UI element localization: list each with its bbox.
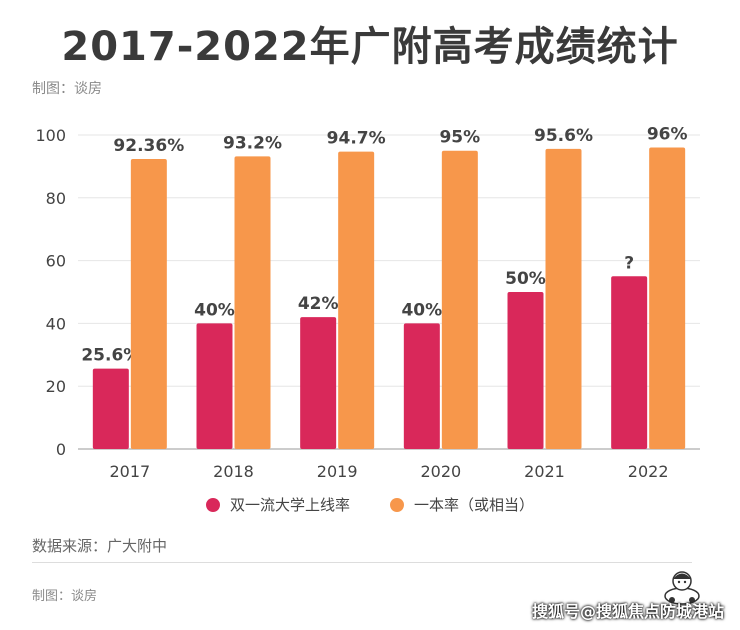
data-label: 96% — [647, 125, 688, 145]
legend-item-series-1: 双一流大学上线率 — [205, 494, 350, 515]
cartoon-person-icon — [664, 571, 700, 605]
legend-item-series-2: 一本率（或相当） — [390, 494, 534, 515]
data-label: 94.7% — [327, 129, 386, 149]
y-tick-label: 40 — [46, 314, 66, 333]
legend-label-series-2: 一本率（或相当） — [414, 496, 535, 514]
data-label: 25.6% — [81, 346, 140, 366]
bar-double-first-class — [403, 323, 440, 449]
bar-double-first-class — [611, 276, 648, 449]
x-tick-label: 2017 — [109, 462, 150, 481]
data-source: 数据来源：广大附中 — [32, 537, 168, 555]
data-label: 50% — [505, 269, 546, 289]
y-tick-label: 100 — [35, 126, 66, 145]
footer-divider — [32, 562, 692, 563]
data-label: 95.6% — [534, 126, 593, 146]
y-tick-label: 20 — [46, 377, 66, 396]
bar-first-tier-rate — [545, 148, 582, 450]
chart-credit: 制图：谈房 — [32, 81, 102, 97]
legend-swatch-orange — [390, 497, 404, 512]
footer-credit: 制图：谈房 — [32, 589, 98, 604]
data-label: 92.36% — [113, 136, 184, 156]
watermark: 搜狐号@搜狐焦点防城港站 — [531, 602, 724, 621]
y-tick-label: 80 — [46, 189, 66, 208]
data-label: 93.2% — [223, 133, 282, 153]
y-tick-label: 60 — [46, 252, 66, 271]
legend-swatch-red — [205, 497, 220, 512]
chart-title: 2017-2022年广附高考成绩统计 — [61, 24, 679, 70]
x-tick-label: 2018 — [213, 462, 254, 481]
bar-first-tier-rate — [441, 150, 478, 449]
x-tick-label: 2022 — [628, 462, 669, 481]
bar-double-first-class — [196, 323, 233, 449]
x-tick-label: 2019 — [317, 462, 358, 481]
bar-double-first-class — [300, 317, 337, 449]
bar-first-tier-rate — [649, 147, 686, 449]
x-tick-label: 2020 — [420, 462, 461, 481]
bar-first-tier-rate — [130, 158, 167, 449]
data-label: 40% — [194, 300, 235, 320]
legend-label-series-1: 双一流大学上线率 — [229, 496, 350, 514]
y-tick-label: 0 — [56, 440, 66, 459]
bar-chart: 0 20 40 60 80 100 25.6% 92.36% 2017 40% 93.2% 2018 4… — [35, 125, 700, 481]
bar-first-tier-rate — [338, 151, 375, 449]
chart-legend: 双一流大学上线率 一本率（或相当） — [0, 494, 740, 515]
data-label: 42% — [298, 294, 339, 314]
data-label: ? — [624, 253, 634, 273]
data-label: 40% — [401, 300, 442, 320]
bar-first-tier-rate — [234, 156, 271, 450]
data-label: 95% — [439, 128, 480, 148]
x-tick-label: 2021 — [524, 462, 565, 481]
bar-double-first-class — [507, 292, 544, 449]
bar-double-first-class — [92, 368, 129, 449]
